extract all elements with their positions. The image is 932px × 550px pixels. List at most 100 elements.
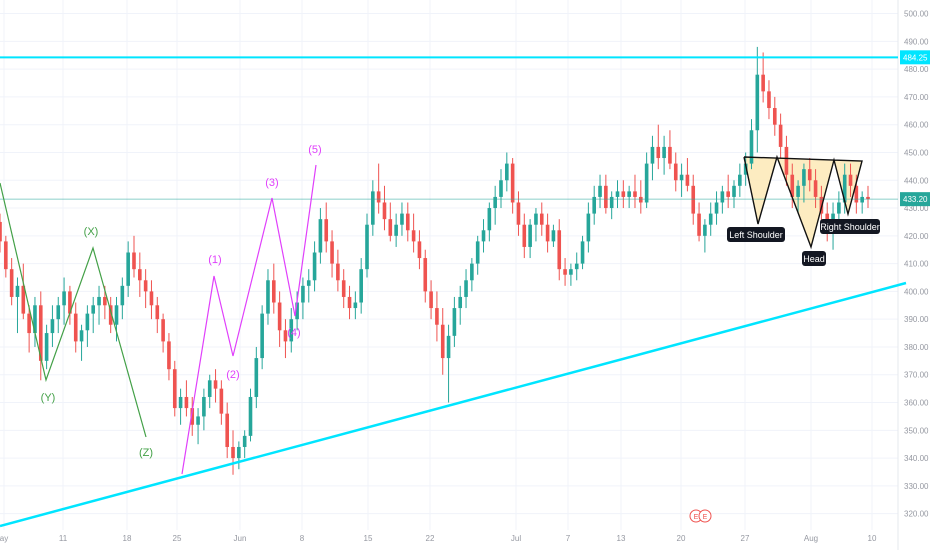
candle-body bbox=[324, 219, 329, 242]
candle-body bbox=[761, 74, 765, 92]
x-tick-label: 7 bbox=[566, 534, 571, 543]
candle-body bbox=[155, 305, 160, 320]
y-tick-label: 450.00 bbox=[904, 148, 929, 157]
wave-label: (2) bbox=[226, 369, 239, 381]
candle-body bbox=[539, 213, 544, 225]
candle-body bbox=[138, 269, 142, 281]
y-tick-label: 500.00 bbox=[904, 10, 929, 19]
candle-body bbox=[743, 163, 748, 175]
candle-body bbox=[668, 146, 672, 164]
candle-body bbox=[149, 291, 154, 306]
wave-label: (Y) bbox=[41, 392, 56, 404]
candle-body bbox=[510, 163, 515, 203]
candle-body bbox=[62, 291, 66, 306]
candle-body bbox=[306, 280, 311, 286]
pattern-labels: Left Shoulder Head Right Shoulder bbox=[727, 219, 880, 266]
candle-body bbox=[569, 269, 573, 275]
candle-body bbox=[837, 202, 841, 214]
wave-label: (4) bbox=[287, 327, 300, 339]
candle-body bbox=[429, 291, 433, 309]
y-tick-label: 330.00 bbox=[904, 482, 929, 491]
candle-body bbox=[807, 169, 812, 181]
candle-body bbox=[167, 341, 171, 370]
candle-body bbox=[417, 241, 422, 259]
candle-body bbox=[848, 174, 853, 186]
candle-body bbox=[202, 396, 206, 417]
price-tag-label: 484.25 bbox=[903, 53, 928, 62]
candle-body bbox=[318, 219, 323, 253]
candle-body bbox=[33, 305, 37, 334]
support-trendline bbox=[0, 281, 907, 528]
x-tick-label: 18 bbox=[123, 534, 132, 543]
candle-body bbox=[114, 305, 119, 325]
candle-body bbox=[21, 285, 26, 314]
candle-body bbox=[650, 146, 655, 164]
candles bbox=[0, 46, 870, 475]
candle-body bbox=[458, 296, 463, 309]
candle-body bbox=[301, 285, 305, 303]
candle-body bbox=[108, 305, 113, 325]
candle-body bbox=[400, 213, 404, 225]
pattern-label-box bbox=[727, 227, 785, 242]
candle-body bbox=[365, 224, 369, 270]
candle-body bbox=[493, 196, 497, 209]
candle-body bbox=[778, 124, 783, 147]
candle-body bbox=[772, 108, 777, 125]
x-tick-label: 27 bbox=[741, 534, 750, 543]
candle-body bbox=[50, 319, 55, 334]
pattern-label: Head bbox=[803, 254, 825, 264]
pattern-label-box bbox=[802, 251, 826, 266]
price-axis: 320.00 330.00 340.00 350.00 360.00 370.00 380.… bbox=[897, 0, 932, 550]
candle-body bbox=[854, 185, 859, 203]
candle-body bbox=[842, 174, 847, 203]
pattern-label: Left Shoulder bbox=[729, 230, 783, 240]
candle-body bbox=[97, 296, 101, 306]
price-tags: 484.25 433.20 bbox=[900, 50, 930, 207]
candle-body bbox=[38, 305, 43, 361]
candle-body bbox=[446, 335, 451, 359]
candle-body bbox=[802, 169, 806, 186]
candle-body bbox=[184, 396, 189, 409]
candle-body bbox=[225, 413, 230, 447]
wave-label: (5) bbox=[308, 144, 321, 156]
candle-body bbox=[656, 146, 661, 159]
candle-body bbox=[767, 91, 771, 109]
candle-body bbox=[790, 174, 795, 197]
candle-body bbox=[405, 213, 410, 231]
candle-body bbox=[487, 208, 492, 231]
wave-xyz-line bbox=[0, 182, 147, 438]
candle-body bbox=[9, 269, 14, 297]
x-tick-label: 8 bbox=[300, 534, 305, 543]
candle-body bbox=[242, 435, 247, 447]
candle-body bbox=[312, 252, 317, 281]
candle-body bbox=[866, 196, 870, 200]
candle-body bbox=[411, 230, 416, 242]
y-tick-label: 360.00 bbox=[904, 399, 929, 408]
candle-body bbox=[91, 305, 96, 314]
candle-body bbox=[295, 302, 299, 320]
candle-body bbox=[440, 324, 445, 359]
candle-body bbox=[586, 213, 591, 242]
y-tick-label: 400.00 bbox=[904, 287, 929, 296]
candle-body bbox=[289, 319, 294, 342]
candle-body bbox=[120, 285, 125, 306]
candle-body bbox=[219, 388, 224, 414]
candle-body bbox=[44, 333, 49, 361]
wave-12345-line bbox=[181, 164, 317, 475]
candle-body bbox=[505, 163, 509, 181]
price-tag-label: 433.20 bbox=[903, 195, 928, 204]
candle-body bbox=[534, 213, 538, 225]
candle-body bbox=[475, 241, 480, 264]
candle-body bbox=[254, 358, 259, 397]
candle-body bbox=[662, 146, 666, 159]
y-tick-label: 420.00 bbox=[904, 232, 929, 241]
candle-body bbox=[353, 302, 358, 309]
y-tick-label: 410.00 bbox=[904, 260, 929, 269]
y-tick-label: 470.00 bbox=[904, 93, 929, 102]
candle-body bbox=[499, 180, 503, 197]
y-tick-label: 430.00 bbox=[904, 204, 929, 213]
y-tick-label: 480.00 bbox=[904, 65, 929, 74]
candle-body bbox=[231, 446, 235, 459]
candle-body bbox=[388, 219, 393, 236]
